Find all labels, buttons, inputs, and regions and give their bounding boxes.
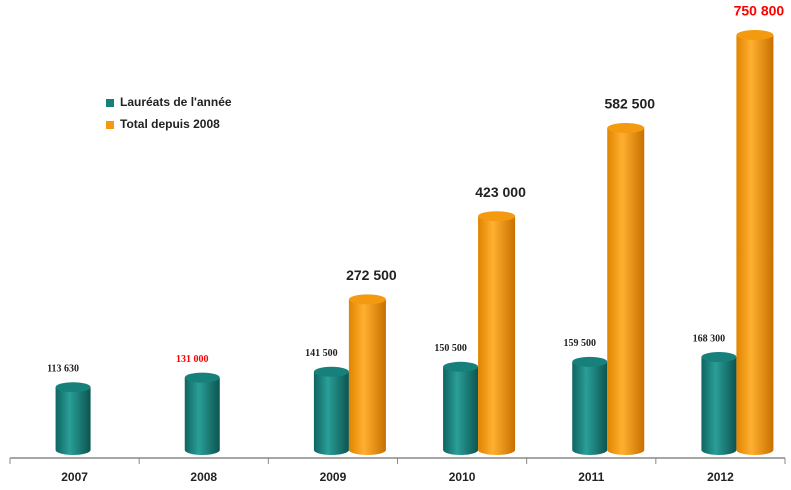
bar-top: [607, 123, 645, 134]
legend-swatch: [106, 99, 114, 107]
data-label: 131 000: [176, 354, 209, 365]
data-label: 113 630: [47, 363, 79, 374]
bar: [443, 366, 479, 455]
legend-label: Lauréats de l'année: [120, 95, 232, 109]
bar-top: [572, 356, 608, 367]
legend-swatch: [106, 121, 114, 129]
bar-top: [55, 382, 91, 393]
data-label: 168 300: [693, 333, 726, 344]
x-tick-label: 2008: [190, 470, 217, 484]
data-label: 582 500: [604, 96, 655, 112]
data-label: 423 000: [475, 184, 526, 200]
bar-top: [736, 30, 774, 40]
bar-top: [348, 294, 386, 305]
x-tick-label: 2007: [61, 470, 88, 484]
data-label: 141 500: [305, 348, 338, 359]
bar-top: [701, 351, 737, 362]
bar: [184, 377, 220, 455]
bar: [478, 216, 516, 455]
bar: [736, 35, 774, 455]
x-tick-label: 2009: [320, 470, 347, 484]
data-label: 272 500: [346, 267, 397, 283]
bar: [348, 299, 386, 455]
bar-top: [443, 361, 479, 372]
x-tick-label: 2010: [449, 470, 476, 484]
bar: [701, 356, 737, 455]
x-tick-label: 2012: [707, 470, 734, 484]
x-tick-label: 2011: [578, 470, 604, 484]
bar: [607, 128, 645, 455]
data-label: 750 800: [734, 3, 785, 19]
bar-top: [313, 366, 349, 377]
bar-top: [184, 372, 220, 383]
legend-label: Total depuis 2008: [120, 117, 220, 131]
bar: [55, 387, 91, 455]
bar: [572, 361, 608, 455]
bar-top: [478, 211, 516, 222]
bar: [313, 371, 349, 455]
data-label: 159 500: [564, 338, 597, 349]
data-label: 150 500: [434, 343, 467, 354]
